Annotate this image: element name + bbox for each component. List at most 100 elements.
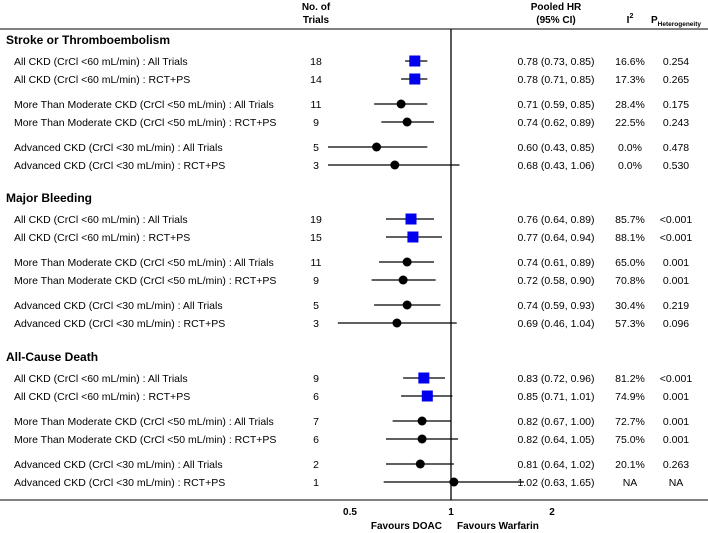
pooled-hr-text: 0.78 (0.73, 0.85) — [517, 56, 594, 68]
p-value: 0.530 — [663, 160, 689, 172]
pooled-hr-text: 0.78 (0.71, 0.85) — [517, 74, 594, 86]
forest-row: All CKD (CrCl <60 mL/min) : All Trials 18… — [14, 55, 689, 68]
hr-marker-circle — [417, 434, 427, 444]
row-label: Advanced CKD (CrCl <30 mL/min) : All Tri… — [14, 459, 223, 471]
hr-marker-circle — [392, 318, 402, 328]
p-header: PHeterogeneity — [651, 15, 701, 28]
pooled-hr-text: 0.76 (0.64, 0.89) — [517, 214, 594, 226]
pooled-hr-text: 0.85 (0.71, 1.01) — [517, 391, 594, 403]
favours-warfarin-label: Favours Warfarin — [457, 521, 539, 532]
hr-marker-circle — [396, 99, 406, 109]
p-value: <0.001 — [660, 214, 693, 226]
trial-count: 5 — [313, 300, 319, 312]
pooled-hr-text: 0.83 (0.72, 0.96) — [517, 373, 594, 385]
pooled-hr-text: 0.82 (0.64, 1.05) — [517, 434, 594, 446]
row-label: Advanced CKD (CrCl <30 mL/min) : RCT+PS — [14, 160, 225, 172]
forest-row: More Than Moderate CKD (CrCl <50 mL/min)… — [14, 434, 689, 446]
row-label: Advanced CKD (CrCl <30 mL/min) : All Tri… — [14, 142, 223, 154]
i2-value: 0.0% — [618, 142, 642, 154]
row-label: More Than Moderate CKD (CrCl <50 mL/min)… — [14, 275, 276, 287]
row-label: More Than Moderate CKD (CrCl <50 mL/min)… — [14, 99, 274, 111]
trial-count: 15 — [310, 232, 322, 244]
p-value: <0.001 — [660, 232, 693, 244]
hr-marker-square — [421, 390, 433, 402]
i2-value: 17.3% — [615, 74, 645, 86]
i2-value: NA — [623, 477, 638, 489]
row-label: More Than Moderate CKD (CrCl <50 mL/min)… — [14, 416, 274, 428]
row-label: More Than Moderate CKD (CrCl <50 mL/min)… — [14, 257, 274, 269]
row-label: Advanced CKD (CrCl <30 mL/min) : RCT+PS — [14, 477, 225, 489]
forest-row: Advanced CKD (CrCl <30 mL/min) : RCT+PS 3… — [14, 318, 689, 330]
forest-row: Advanced CKD (CrCl <30 mL/min) : RCT+PS 1… — [14, 477, 683, 489]
i2-value: 28.4% — [615, 99, 645, 111]
i2-value: 85.7% — [615, 214, 645, 226]
pooled-hr-text: 0.72 (0.58, 0.90) — [517, 275, 594, 287]
section-title: Major Bleeding — [6, 191, 92, 205]
forest-row: More Than Moderate CKD (CrCl <50 mL/min)… — [14, 99, 689, 111]
forest-row: All CKD (CrCl <60 mL/min) : All Trials 19… — [14, 213, 693, 226]
x-tick-label-2: 2 — [549, 507, 555, 518]
i2-value: 74.9% — [615, 391, 645, 403]
p-value: 0.001 — [663, 416, 689, 428]
p-value: 0.263 — [663, 459, 689, 471]
i2-value: 75.0% — [615, 434, 645, 446]
p-value: 0.175 — [663, 99, 689, 111]
forest-row: More Than Moderate CKD (CrCl <50 mL/min)… — [14, 117, 689, 129]
trial-count: 6 — [313, 391, 319, 403]
i2-value: 16.6% — [615, 56, 645, 68]
row-label: Advanced CKD (CrCl <30 mL/min) : RCT+PS — [14, 318, 225, 330]
forest-row: All CKD (CrCl <60 mL/min) : RCT+PS 6 0.85 … — [14, 390, 689, 403]
hr-marker-square — [409, 55, 421, 67]
pooled-hr-text: 0.82 (0.67, 1.00) — [517, 416, 594, 428]
row-label: More Than Moderate CKD (CrCl <50 mL/min)… — [14, 434, 276, 446]
trial-count: 2 — [313, 459, 319, 471]
row-label: All CKD (CrCl <60 mL/min) : RCT+PS — [14, 232, 190, 244]
trial-count: 11 — [311, 99, 322, 111]
p-value: 0.219 — [663, 300, 689, 312]
i2-header: I2 — [627, 13, 634, 26]
x-tick-label-0-5: 0.5 — [343, 507, 357, 518]
p-value: 0.243 — [663, 117, 689, 129]
pooled-hr-text: 0.77 (0.64, 0.94) — [517, 232, 594, 244]
section-1: Stroke or Thromboembolism All CKD (CrCl <… — [6, 33, 689, 172]
trial-count: 9 — [313, 117, 319, 129]
pooled-hr-text: 0.60 (0.43, 0.85) — [517, 142, 594, 154]
hr-marker-square — [407, 231, 419, 243]
x-tick-label-1: 1 — [448, 507, 454, 518]
forest-row: More Than Moderate CKD (CrCl <50 mL/min)… — [14, 257, 689, 269]
p-value: 0.001 — [663, 275, 689, 287]
forest-row: All CKD (CrCl <60 mL/min) : RCT+PS 14 0.78… — [14, 73, 689, 86]
forest-row: Advanced CKD (CrCl <30 mL/min) : All Tri… — [14, 459, 689, 471]
i2-value: 88.1% — [615, 232, 645, 244]
hr-marker-circle — [390, 160, 400, 170]
trial-count: 1 — [313, 477, 319, 489]
section-title: All-Cause Death — [6, 350, 98, 364]
column-headers: No. of Trials Pooled HR (95% CI) I2 PHet… — [302, 2, 702, 28]
hr-marker-circle — [417, 416, 427, 426]
sections: Stroke or Thromboembolism All CKD (CrCl <… — [6, 33, 692, 489]
section-3: All-Cause Death All CKD (CrCl <60 mL/min)… — [6, 350, 692, 489]
pooled-hr-text: 0.74 (0.59, 0.93) — [517, 300, 594, 312]
hr-marker-circle — [402, 117, 412, 127]
forest-row: All CKD (CrCl <60 mL/min) : RCT+PS 15 0.77… — [14, 231, 693, 244]
p-value: 0.254 — [663, 56, 689, 68]
trials-header-line1: No. of — [302, 2, 331, 13]
trials-header-line2: Trials — [303, 15, 330, 26]
x-axis: 0.5 1 2 Favours DOAC Favours Warfarin — [343, 507, 555, 532]
hr-marker-circle — [449, 477, 459, 487]
i2-value: 57.3% — [615, 318, 645, 330]
hr-marker-circle — [372, 142, 382, 152]
trial-count: 5 — [313, 142, 319, 154]
p-value: 0.001 — [663, 391, 689, 403]
forest-row: Advanced CKD (CrCl <30 mL/min) : RCT+PS 3… — [14, 160, 689, 172]
row-label: All CKD (CrCl <60 mL/min) : All Trials — [14, 373, 188, 385]
p-value: 0.265 — [663, 74, 689, 86]
trial-count: 19 — [310, 214, 322, 226]
p-value: 0.096 — [663, 318, 689, 330]
row-label: All CKD (CrCl <60 mL/min) : All Trials — [14, 56, 188, 68]
section-title: Stroke or Thromboembolism — [6, 33, 170, 47]
trial-count: 18 — [310, 56, 322, 68]
row-label: Advanced CKD (CrCl <30 mL/min) : All Tri… — [14, 300, 223, 312]
trial-count: 9 — [313, 373, 319, 385]
favours-doac-label: Favours DOAC — [371, 521, 442, 532]
